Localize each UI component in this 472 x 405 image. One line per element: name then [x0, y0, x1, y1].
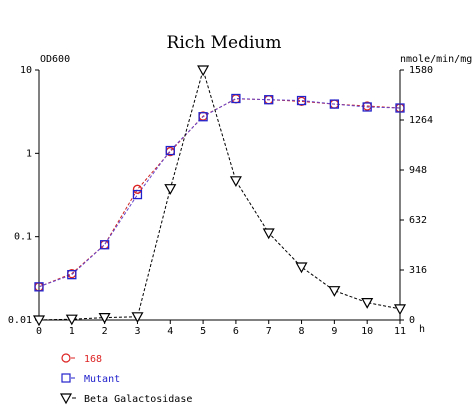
chart-title: Rich Medium [167, 33, 282, 53]
left-tick-label: 0.1 [14, 232, 32, 243]
point-beta-galactosidase [65, 314, 78, 326]
legend-item-168: 168 [61, 353, 102, 365]
x-tick-label: 6 [233, 326, 239, 337]
point-beta-galactosidase [361, 298, 374, 309]
x-tick-label: 7 [266, 326, 272, 337]
point-beta-galactosidase [131, 312, 144, 324]
point-beta-galactosidase [197, 65, 210, 77]
x-tick-label: 8 [299, 326, 305, 337]
point-mutant [198, 112, 208, 122]
point-beta-galactosidase [164, 184, 177, 195]
x-axis-ticks: 0 1 2 3 4 5 6 7 8 9 10 11 [36, 320, 406, 337]
point-mutant [99, 240, 110, 250]
point-168 [99, 240, 110, 250]
x-tick-label: 5 [200, 326, 206, 337]
right-tick-label: 0 [409, 315, 415, 326]
x-axis-label: h [419, 324, 425, 335]
x-tick-label: 10 [361, 326, 373, 337]
legend-label-168: 168 [84, 354, 102, 365]
series-line-mutant [38, 97, 401, 288]
legend-label-beta-galactosidase: Beta Galactosidase [84, 394, 192, 405]
x-tick-label: 0 [36, 326, 42, 337]
point-beta-galactosidase [98, 313, 111, 324]
point-mutant [67, 270, 77, 280]
series-line-168 [38, 98, 401, 288]
point-mutant [264, 95, 274, 105]
left-axis-ticks: 0.01 0.1 1 10 [8, 65, 39, 326]
series-lines [38, 68, 401, 321]
legend-marker-168 [61, 353, 71, 363]
x-tick-label: 11 [394, 326, 406, 337]
point-mutant [132, 189, 143, 200]
right-tick-label: 1264 [409, 115, 433, 126]
left-tick-label: 0.01 [8, 315, 32, 326]
legend-item-beta-galactosidase: Beta Galactosidase [59, 393, 192, 405]
legend-label-mutant: Mutant [84, 374, 120, 385]
x-tick-label: 4 [167, 326, 173, 337]
x-tick-label: 1 [69, 326, 75, 337]
right-tick-label: 1580 [409, 65, 433, 76]
point-mutant [296, 95, 307, 106]
point-beta-galactosidase [229, 176, 242, 188]
point-beta-galactosidase [295, 262, 308, 274]
series-line-beta-galactosidase [38, 68, 401, 321]
point-beta-galactosidase [262, 228, 275, 240]
x-tick-label: 9 [331, 326, 337, 337]
series-markers [32, 65, 407, 327]
right-tick-label: 948 [409, 165, 427, 176]
point-mutant [231, 93, 241, 104]
right-tick-label: 632 [409, 215, 427, 226]
legend-item-mutant: Mutant [61, 373, 120, 385]
right-axis-label: nmole/min/mg [400, 54, 472, 65]
left-axis-label: OD600 [40, 54, 70, 65]
point-mutant [165, 145, 175, 156]
point-mutant [34, 282, 44, 292]
point-mutant [329, 99, 340, 109]
right-axis-ticks: 0 316 632 948 1264 1580 [400, 65, 433, 326]
left-tick-label: 1 [26, 148, 32, 159]
point-mutant [395, 103, 405, 113]
point-mutant [362, 102, 372, 112]
left-tick-label: 10 [20, 65, 32, 76]
point-beta-galactosidase [328, 286, 341, 297]
point-beta-galactosidase [393, 304, 407, 316]
right-tick-label: 316 [409, 265, 427, 276]
x-tick-label: 2 [102, 326, 108, 337]
legend-marker-beta-galactosidase [59, 393, 73, 405]
point-beta-galactosidase [32, 315, 46, 327]
legend: 168 Mutant Beta Galactosidase [59, 353, 192, 405]
point-168 [132, 184, 143, 194]
x-tick-label: 3 [134, 326, 140, 337]
legend-marker-mutant [61, 373, 71, 383]
